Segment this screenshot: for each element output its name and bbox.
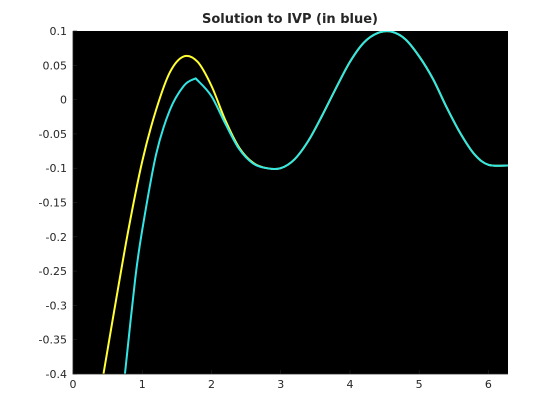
y-tick-label: -0.25 xyxy=(39,265,67,278)
y-tick-label: -0.05 xyxy=(39,128,67,141)
x-tick-label: 0 xyxy=(70,378,77,391)
y-tick-label: 0.1 xyxy=(50,25,68,38)
series-line-2 xyxy=(123,31,508,374)
series-layer xyxy=(102,31,508,374)
y-tick-label: -0.35 xyxy=(39,334,67,347)
y-tick-label: 0.05 xyxy=(43,59,68,72)
x-tick-label: 1 xyxy=(139,378,146,391)
axis-frame xyxy=(72,31,508,375)
y-tick-label: -0.2 xyxy=(46,231,67,244)
x-tick-label: 4 xyxy=(346,378,353,391)
x-axis: 0 1 2 3 4 5 6 xyxy=(70,370,492,391)
y-tick-label: -0.15 xyxy=(39,197,67,210)
chart-title: Solution to IVP (in blue) xyxy=(202,12,378,27)
y-axis: 0.1 0.05 0 -0.05 -0.1 -0.15 -0.2 -0.25 -0.3 -0.35… xyxy=(39,25,508,381)
x-tick-label: 5 xyxy=(416,378,423,391)
x-tick-label: 3 xyxy=(277,378,284,391)
y-tick-label: -0.4 xyxy=(46,368,67,381)
plot-area xyxy=(73,31,508,374)
y-tick-label: 0 xyxy=(60,94,67,107)
y-tick-label: -0.3 xyxy=(46,299,67,312)
x-tick-label: 6 xyxy=(485,378,492,391)
x-tick-label: 2 xyxy=(208,378,215,391)
y-tick-label: -0.1 xyxy=(46,162,67,175)
